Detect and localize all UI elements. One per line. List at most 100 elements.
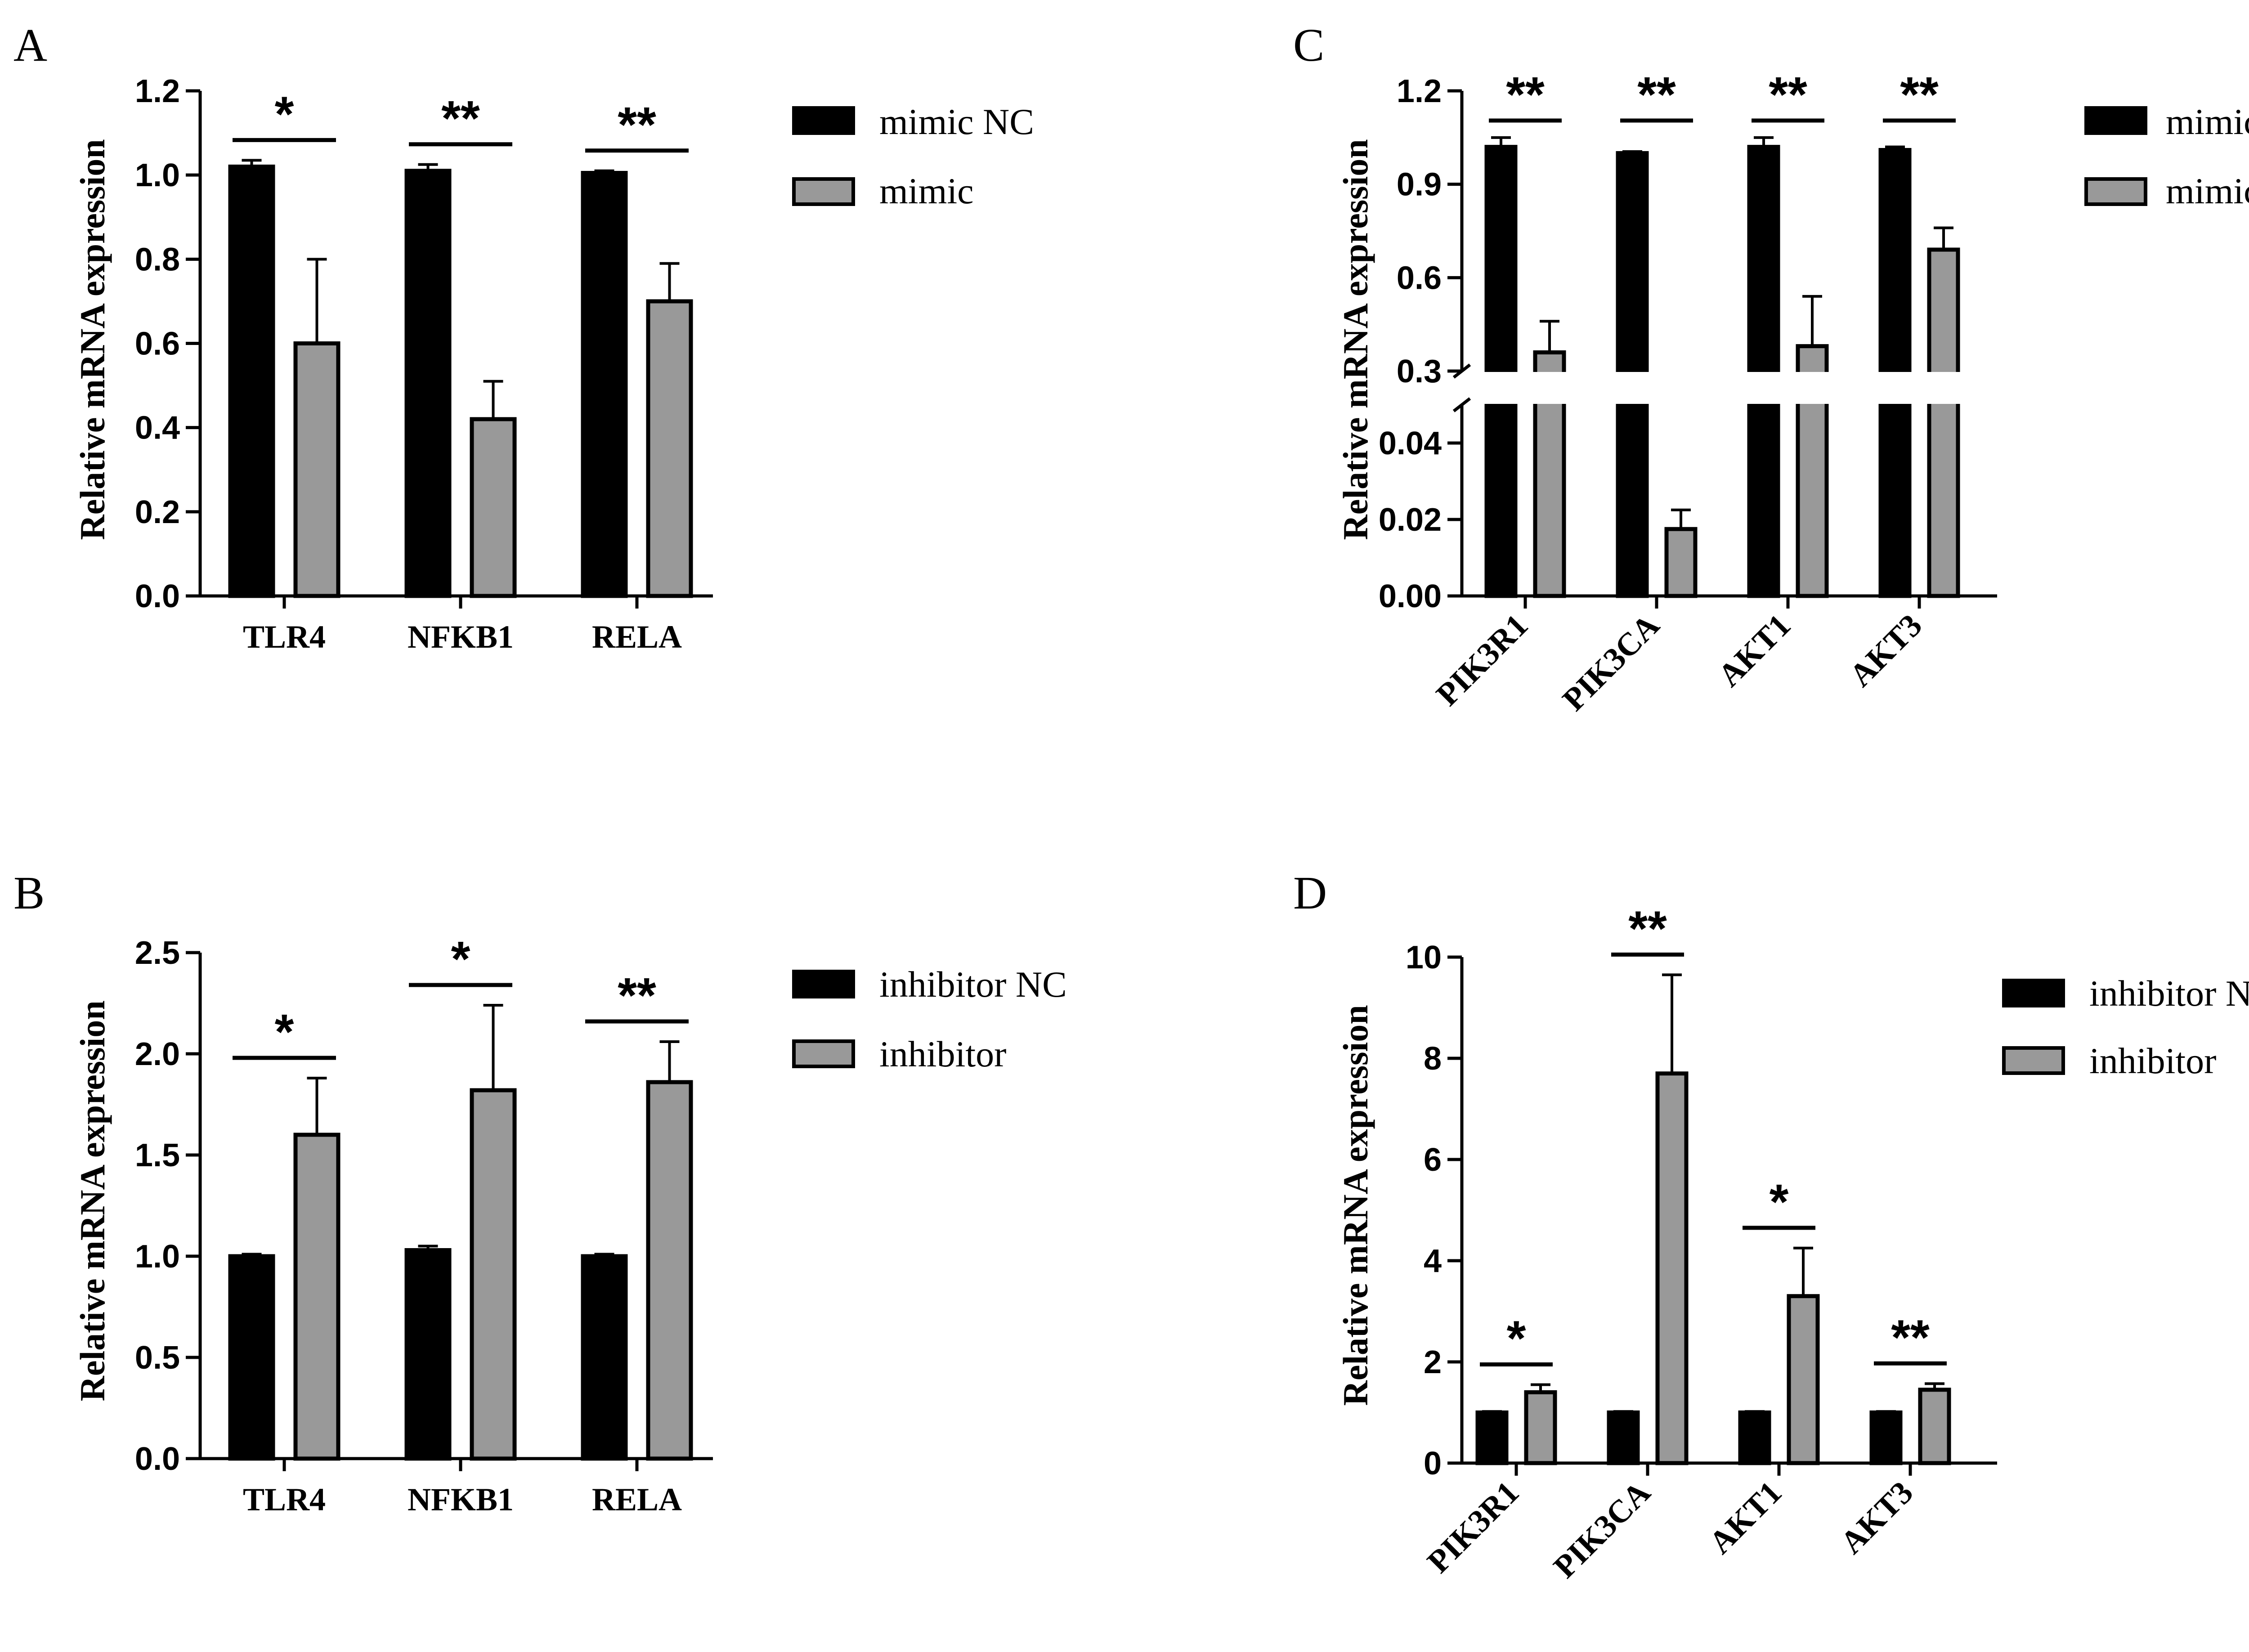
significance-star: ** [1900,67,1939,122]
y-tick-label: 4 [1424,1243,1442,1279]
x-category-label: RELA [592,619,682,655]
bar-treatment [470,417,517,598]
y-tick-label: 1.2 [135,73,180,109]
panel-a-plot: 0.0 0.2 0.4 0.6 0.8 1.0 1.2 TLR4 * NFKB1 ** RELA ** [135,73,713,655]
legend-swatch-inhibitor-nc [2002,979,2065,1007]
bar-treatment [646,1080,693,1461]
panel-c-letter: C [1293,19,1324,71]
significance-star: ** [618,968,656,1023]
bar-control [581,1254,628,1461]
y-tick-label: 6 [1424,1142,1442,1178]
legend-swatch-inhibitor [792,1039,855,1068]
bar-control [228,1254,275,1461]
bar-treatment [293,1133,340,1461]
y-tick-label: 1.5 [135,1137,180,1173]
x-category-label: NFKB1 [408,619,514,655]
x-category-label: TLR4 [243,1482,326,1518]
panel-c-y-axis-title: Relative mRNA expression [1336,139,1375,540]
y-tick-label: 0.2 [135,494,180,530]
panel-d-letter: D [1293,867,1327,919]
axis-break-gap [1613,372,1700,404]
bar-control [1607,1410,1640,1465]
y-tick-label: 0.5 [135,1340,180,1376]
significance-star: ** [441,91,480,146]
significance-star: ** [1506,67,1545,122]
bar-treatment [293,341,340,598]
legend-label-mimic: mimic [879,170,974,211]
significance-star: * [1507,1311,1526,1366]
y-tick-label: 1.2 [1397,73,1442,109]
x-category-label: TLR4 [243,619,326,655]
panel-b-letter: B [13,867,45,919]
y-tick-label: 2.0 [135,1036,180,1072]
legend-label-mimic: mimic [2166,170,2249,211]
bar-treatment [1787,1294,1820,1465]
significance-star: * [275,1004,294,1060]
axis-break-gap [1745,372,1831,404]
y-tick-label: 2 [1424,1344,1442,1380]
y-tick-label: 2.5 [135,935,180,971]
bar-control [1738,1410,1771,1465]
significance-star: ** [1628,901,1667,956]
bar-control [1475,1410,1509,1465]
significance-star: ** [1769,67,1807,122]
y-tick-label: 0.6 [1397,260,1442,296]
y-tick-label: 0.02 [1379,502,1442,538]
legend-swatch-mimic [2084,177,2147,206]
significance-star: * [275,86,294,142]
panel-b-legend: inhibitor NC inhibitor [792,964,1067,1074]
bar-treatment [1927,247,1960,598]
bar-treatment [470,1088,517,1461]
y-tick-label: 0.6 [135,326,180,362]
panel-b-plot: 0.0 0.5 1.0 1.5 2.0 2.5 TLR4 * NFKB1 * RELA ** [135,931,713,1518]
y-tick-label: 0.9 [1397,167,1442,203]
x-category-label: RELA [592,1482,682,1518]
axis-break-mark [1452,397,1471,412]
y-tick-label: 0.3 [1397,354,1442,389]
y-tick-label: 0.00 [1379,578,1442,614]
bar-control [404,1248,452,1461]
panel-b-y-axis-title: Relative mRNA expression [73,1000,112,1401]
bar-treatment [1664,527,1698,598]
y-tick-label: 0.8 [135,242,180,278]
bar-treatment [1524,1390,1557,1465]
legend-swatch-inhibitor-nc [792,970,855,998]
y-tick-label: 8 [1424,1041,1442,1077]
panel-a-y-axis-title: Relative mRNA expression [73,139,112,540]
bar-control [1484,145,1518,598]
panel-d-y-axis-title: Relative mRNA expression [1336,1005,1375,1406]
legend-swatch-mimic-nc [792,106,855,135]
bar-treatment [1655,1071,1689,1465]
legend-label-inhibitor-nc: inhibitor NC [879,964,1067,1005]
bar-treatment [1918,1388,1951,1465]
panel-b: B Relative mRNA expression 0.0 0.5 1.0 1.5 2… [13,867,1067,1518]
y-tick-label: 0 [1424,1446,1442,1482]
bar-control [581,170,628,598]
significance-star: ** [1637,67,1676,122]
panel-a-legend: mimic NC mimic [792,101,1034,211]
y-tick-label: 0.0 [135,1441,180,1477]
y-tick-label: 1.0 [135,1239,180,1275]
x-category-label: NFKB1 [408,1482,514,1518]
panel-d-legend: inhibitor NC inhibitor [2002,973,2249,1081]
bar-control [1869,1410,1903,1465]
y-tick-label: 0.04 [1379,425,1442,461]
y-tick-label: 0.4 [135,410,180,446]
legend-swatch-mimic-nc [2084,106,2147,135]
significance-star: ** [618,97,656,152]
bar-treatment [646,299,693,598]
legend-label-mimic-nc: mimic NC [879,101,1034,142]
significance-star: * [1770,1174,1789,1230]
axis-break-gap [1482,372,1568,404]
legend-label-inhibitor: inhibitor [879,1034,1006,1074]
legend-label-mimic-nc: mimic NC [2166,101,2249,142]
bar-control [228,164,275,598]
significance-star: ** [1891,1310,1930,1365]
legend-swatch-mimic [792,177,855,206]
bar-control [404,169,452,598]
panel-c-legend: mimic NC mimic [2084,101,2249,211]
y-tick-label: 10 [1406,940,1442,976]
panel-a: A Relative mRNA expression 0.00.20.40.60… [13,19,1034,655]
